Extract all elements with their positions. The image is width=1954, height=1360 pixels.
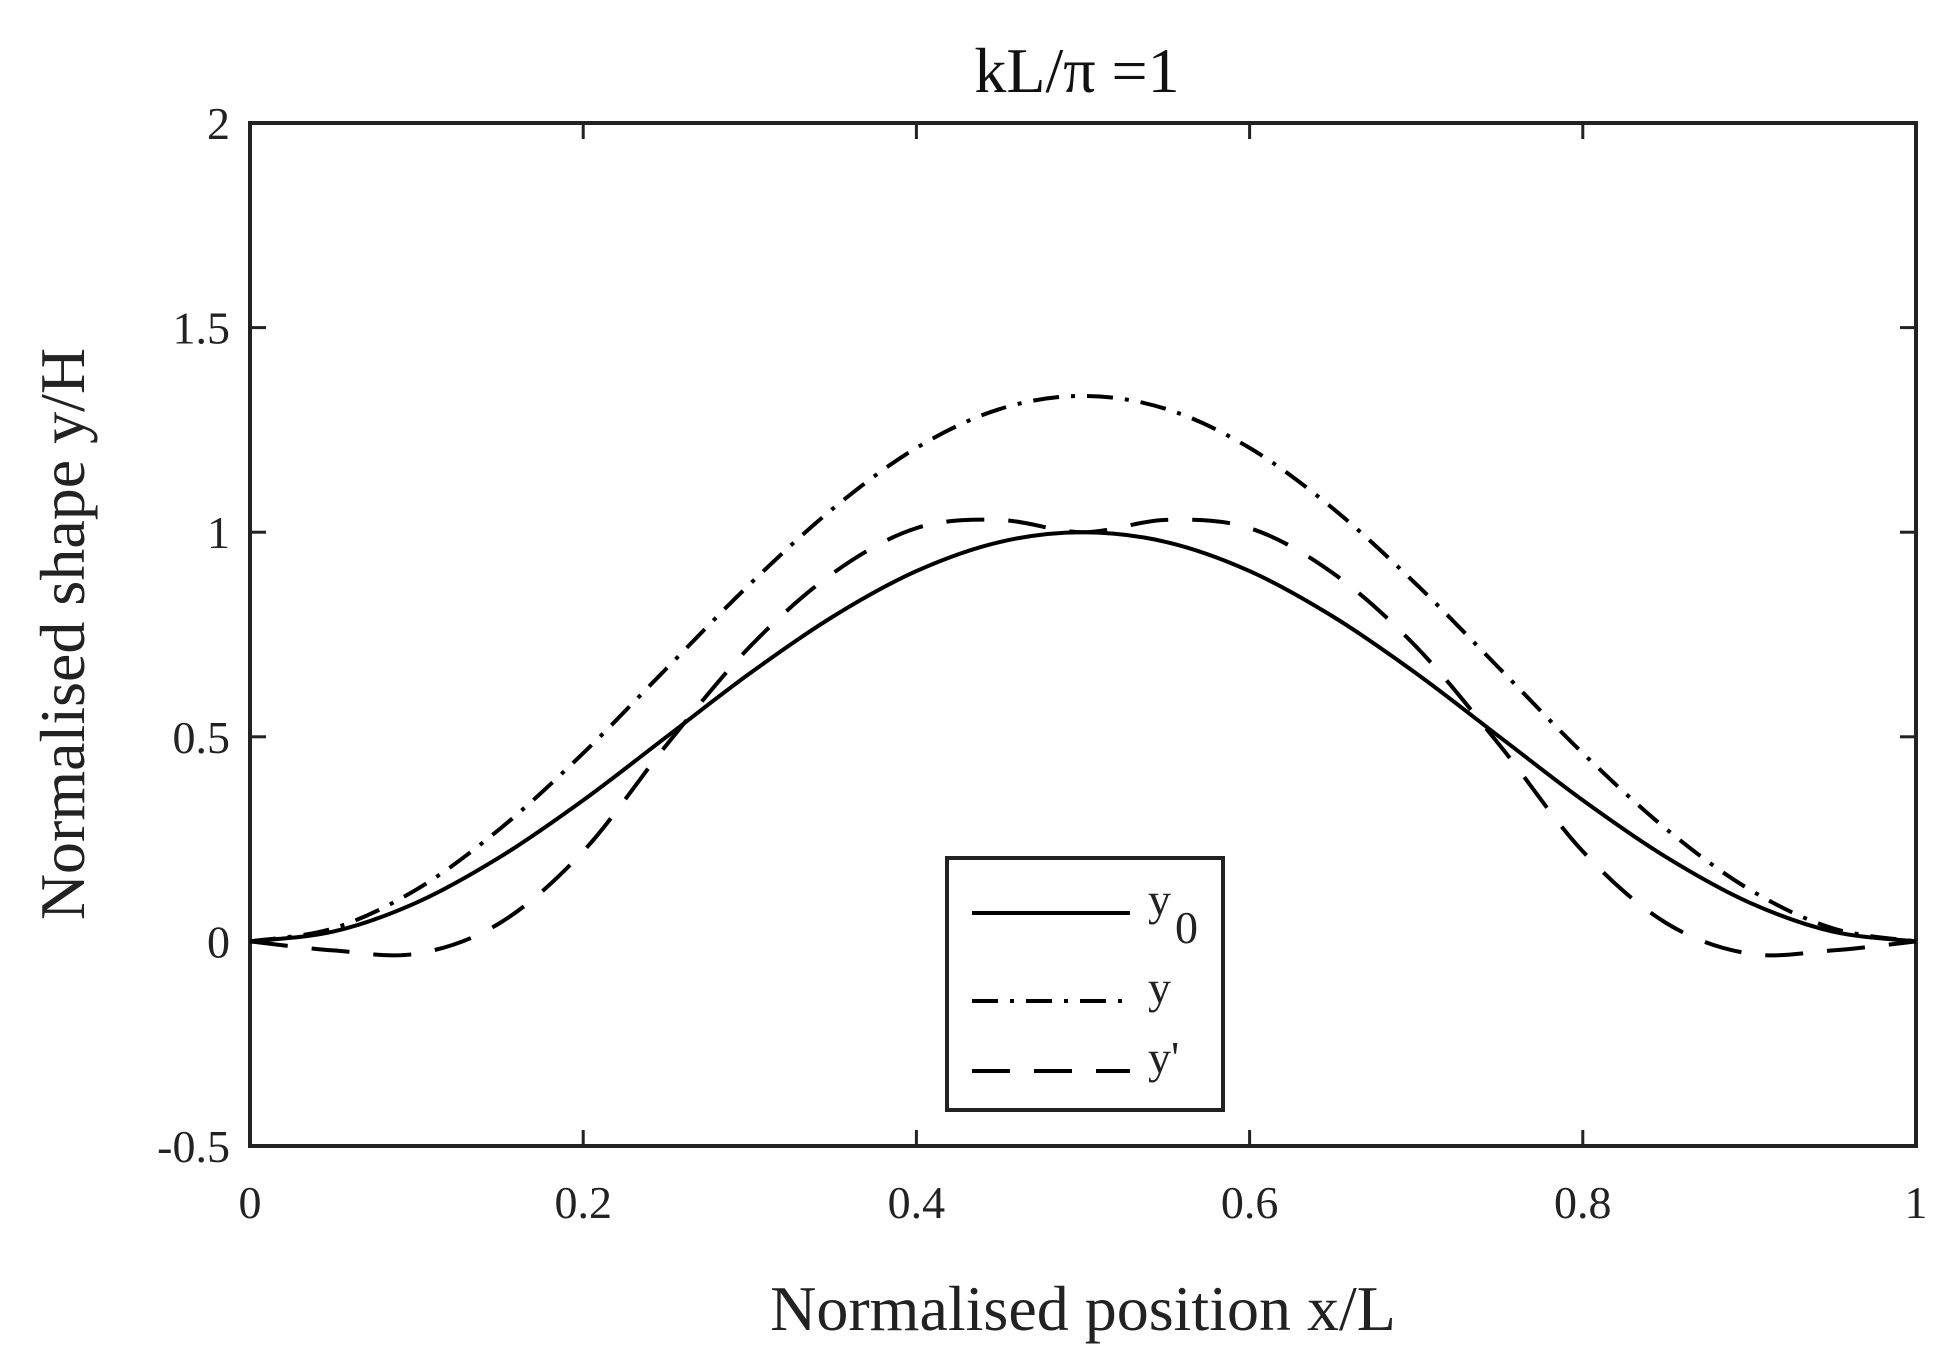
legend-label-2: y' bbox=[1148, 1032, 1179, 1083]
legend-label-1: y bbox=[1148, 962, 1171, 1013]
x-axis: 0 0.2 0.4 0.6 0.8 1 bbox=[239, 123, 1928, 1228]
y-tick-label: -0.5 bbox=[157, 1121, 230, 1172]
x-axis-label: Normalised position x/L bbox=[770, 1273, 1396, 1344]
x-tick-label: 0.4 bbox=[888, 1177, 946, 1228]
legend-label-subscript: 0 bbox=[1175, 902, 1198, 953]
y-axis-label: Normalised shape y/H bbox=[27, 348, 98, 920]
legend-label-base: y bbox=[1148, 962, 1171, 1013]
y-axis: -0.5 0 0.5 1 1.5 2 bbox=[157, 98, 1916, 1172]
legend-label-base: y' bbox=[1148, 1032, 1179, 1083]
y-tick-label: 0 bbox=[207, 916, 230, 967]
legend-box bbox=[945, 856, 1225, 1112]
series-lines bbox=[249, 393, 1917, 958]
y-tick-label: 0.5 bbox=[173, 712, 231, 763]
chart-title: kL/π =1 bbox=[974, 35, 1179, 106]
x-tick-label: 0.8 bbox=[1554, 1177, 1612, 1228]
plot-area bbox=[248, 121, 1918, 1148]
plot-frame bbox=[248, 121, 1918, 1148]
legend-label-0: y0 bbox=[1148, 874, 1198, 953]
x-tick-label: 1 bbox=[1905, 1177, 1928, 1228]
y-tick-label: 1 bbox=[207, 507, 230, 558]
y-tick-label: 2 bbox=[207, 98, 230, 149]
y-tick-label: 1.5 bbox=[173, 303, 231, 354]
x-tick-label: 0.2 bbox=[554, 1177, 612, 1228]
legend-label-base: y bbox=[1148, 874, 1171, 925]
x-tick-label: 0.6 bbox=[1221, 1177, 1279, 1228]
series-line-2 bbox=[249, 517, 1917, 958]
x-tick-label: 0 bbox=[239, 1177, 262, 1228]
